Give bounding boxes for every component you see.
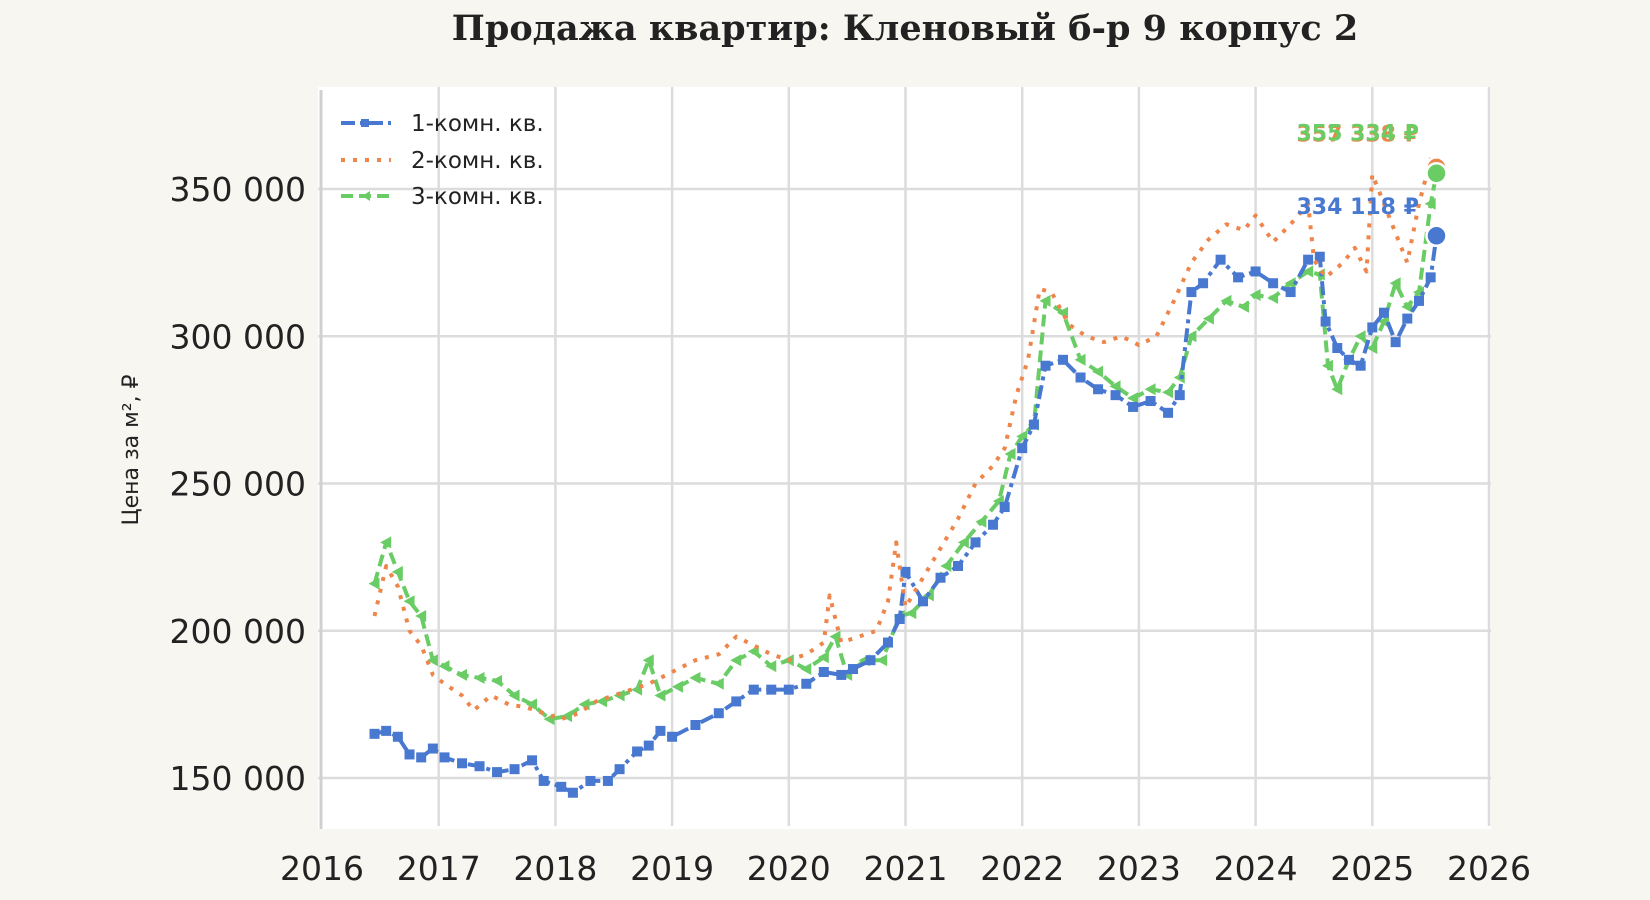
last-value-annotations: 357 338 ₽355 334 ₽ 334 118 ₽: [1296, 121, 1448, 248]
x-tick-label: 2024: [1214, 849, 1298, 888]
chart-title: Продажа квартир: Кленовый б-р 9 корпус 2: [451, 8, 1359, 49]
legend-item-3-room: 3-комн. кв.: [341, 184, 544, 210]
legend-item-1-room: 1-комн. кв.: [341, 111, 544, 137]
x-tick-labels: 2016 2017 2018 2019 2020 2021 2022 2023 2024 2025…: [280, 849, 1531, 888]
legend: 1-комн. кв. 2-комн. кв. 3-комн. кв.: [341, 111, 544, 210]
x-tick-label: 2021: [864, 849, 948, 888]
x-tick-label: 2026: [1447, 849, 1531, 888]
y-tick-label: 200 000: [170, 612, 306, 651]
legend-label: 3-комн. кв.: [411, 184, 544, 210]
x-tick-label: 2018: [513, 849, 597, 888]
y-tick-label: 350 000: [170, 170, 306, 209]
x-tick-label: 2016: [280, 849, 364, 888]
x-tick-label: 2023: [1097, 849, 1181, 888]
x-tick-label: 2025: [1330, 849, 1414, 888]
series-lines: [368, 157, 1442, 798]
last-value-label: 355 334 ₽: [1296, 121, 1418, 146]
legend-label: 1-комн. кв.: [411, 111, 544, 137]
grid-lines: [318, 87, 1491, 826]
x-tick-label: 2017: [397, 849, 481, 888]
last-value-marker: [1425, 162, 1448, 185]
x-tick-label: 2022: [980, 849, 1064, 888]
y-axis-label: Цена за м², ₽: [119, 374, 144, 525]
series-1-room: [369, 230, 1442, 798]
x-tick-label: 2020: [747, 849, 831, 888]
y-tick-label: 250 000: [170, 465, 306, 504]
y-tick-label: 150 000: [170, 759, 306, 798]
last-value-label: 357 338 ₽: [1296, 122, 1418, 147]
last-value-label: 334 118 ₽: [1296, 195, 1418, 220]
y-tick-label: 300 000: [170, 317, 306, 356]
legend-item-2-room: 2-комн. кв.: [341, 148, 544, 174]
series-2-room: [372, 157, 1439, 722]
x-tick-label: 2019: [630, 849, 714, 888]
legend-label: 2-комн. кв.: [411, 148, 544, 174]
last-value-marker: [1425, 224, 1448, 248]
y-tick-labels: 150 000 200 000 250 000 300 000 350 000: [170, 170, 306, 798]
